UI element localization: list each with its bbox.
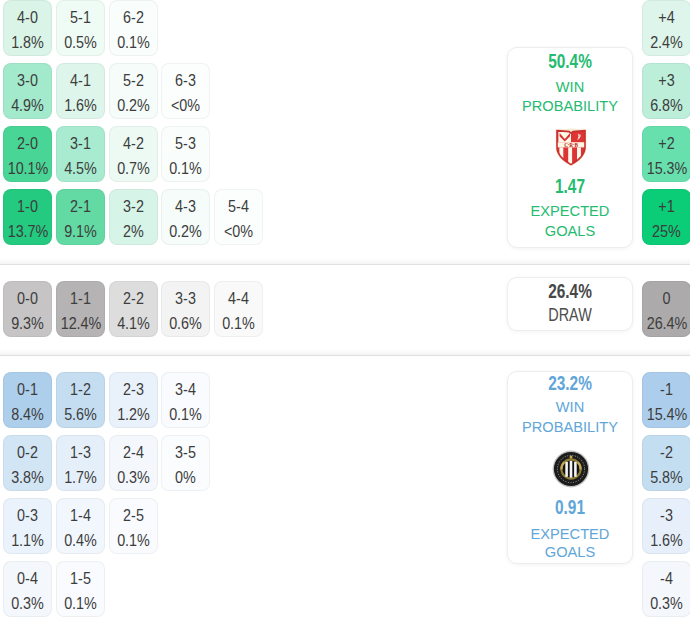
svg-text:C·R·B: C·R·B: [564, 142, 578, 148]
